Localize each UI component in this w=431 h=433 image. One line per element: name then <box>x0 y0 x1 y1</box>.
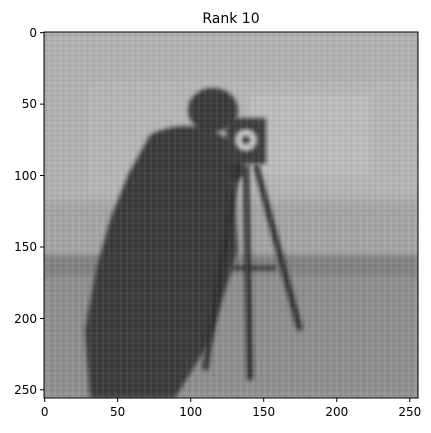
x-tick-label: 50 <box>110 405 125 419</box>
y-tick-label: 0 <box>29 26 37 40</box>
y-tick-label: 250 <box>14 383 37 397</box>
x-tick-label: 0 <box>41 405 49 419</box>
y-axis: 0 50 100 150 200 250 <box>14 26 44 397</box>
x-tick-label: 150 <box>252 405 275 419</box>
x-tick-label: 100 <box>179 405 202 419</box>
x-tick-label: 250 <box>398 405 421 419</box>
y-tick-label: 100 <box>14 169 37 183</box>
axes-frame <box>43 31 419 399</box>
x-tick-label: 200 <box>325 405 348 419</box>
y-tick-label: 200 <box>14 312 37 326</box>
y-tick-label: 150 <box>14 240 37 254</box>
plot-title: Rank 10 <box>202 11 259 27</box>
y-tick-label: 50 <box>22 97 37 111</box>
reconstructed-image <box>44 32 418 398</box>
x-axis: 0 50 100 150 200 250 <box>41 398 421 419</box>
